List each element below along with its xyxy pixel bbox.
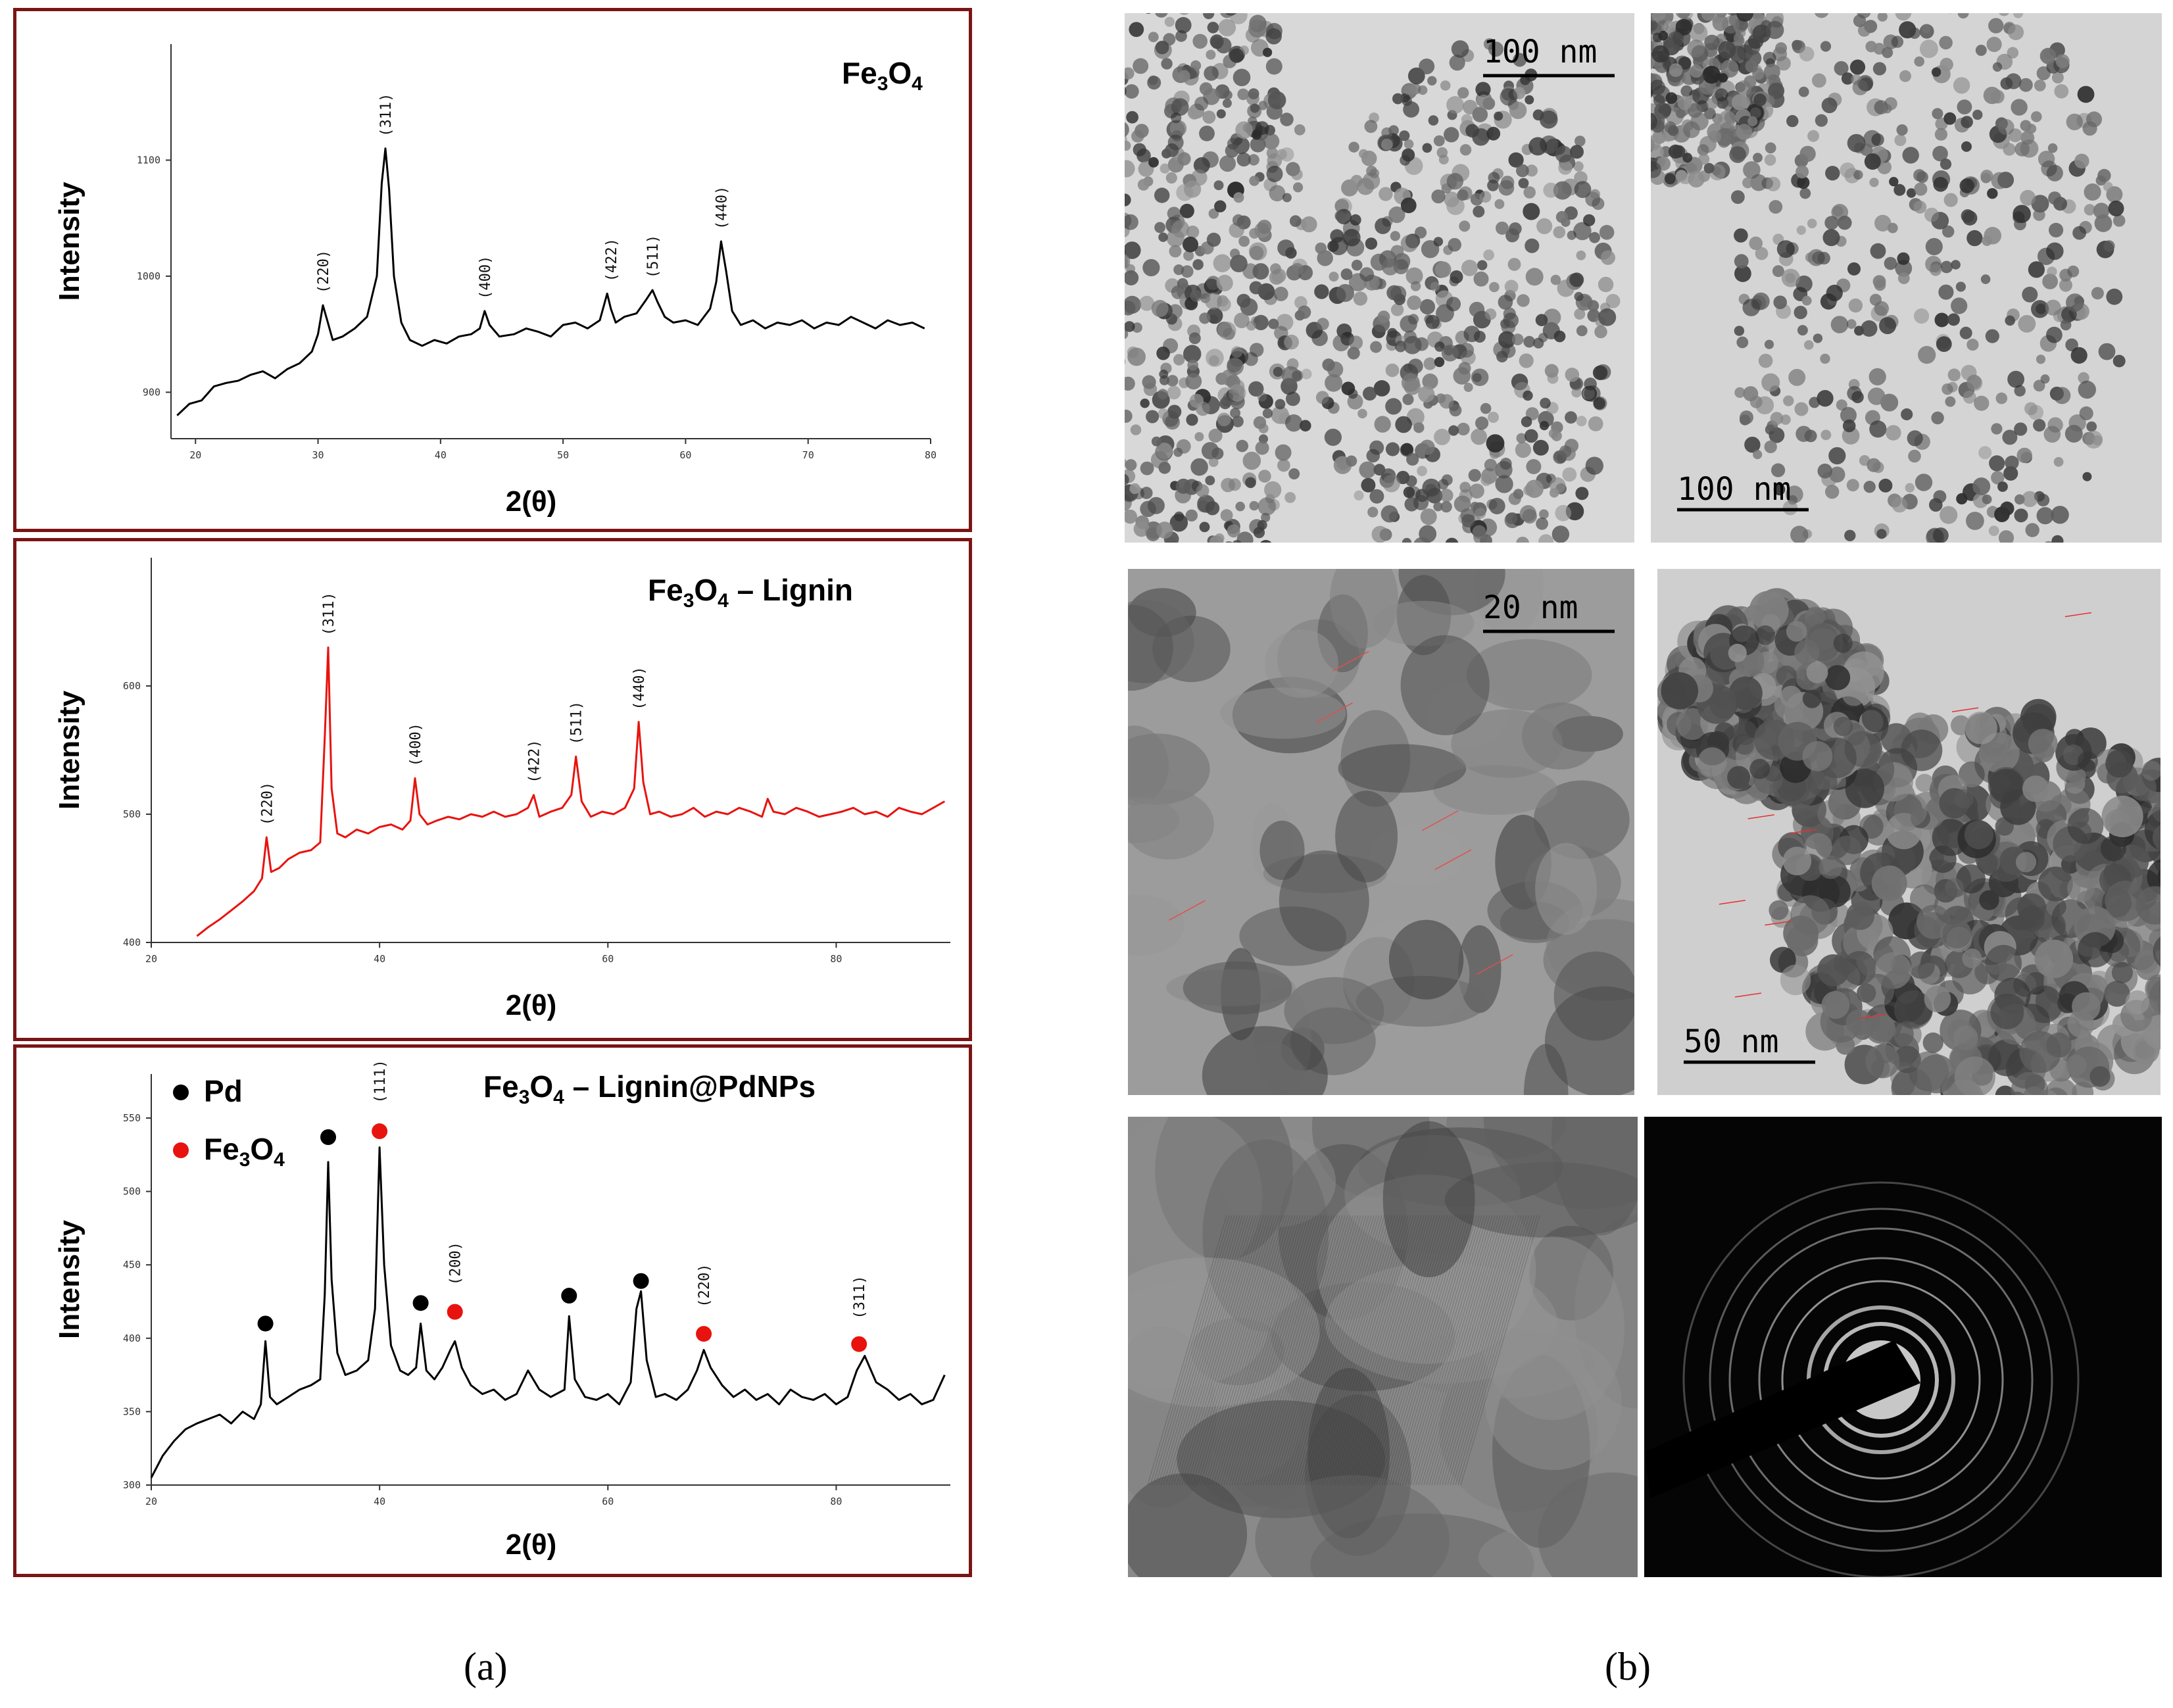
y-tick-label: 600 [123,680,141,692]
x-tick-label: 40 [374,1496,385,1507]
peak-label: (220) [316,250,332,293]
y-axis-label: Intensity [53,182,85,301]
peak-label: (422) [604,238,620,281]
chart-title: Fe3O4 – Lignin@PdNPs [483,1069,816,1108]
pd-marker [412,1295,429,1311]
x-tick-label: 60 [679,449,691,461]
legend-label: Fe3O4 [204,1132,285,1171]
peak-label: (400) [408,723,424,766]
xrd-panel-fe3o4-lignin-pdnps: 20 40 60 80 300 350 400 450 500 550 2(θ) Intensity F… [13,1044,972,1577]
peak-label: (440) [714,186,730,230]
fe3o4-marker [696,1326,712,1342]
tem-image-2: 100 nm [1651,13,2162,543]
peak-label: (220) [259,782,276,825]
pd-marker [257,1315,274,1332]
fe3o4-marker [851,1336,867,1352]
legend-marker [173,1142,189,1158]
x-tick-label: 30 [312,449,324,461]
legend-marker [173,1085,189,1100]
series-line [176,147,925,416]
scale-bar-label: 50 nm [1684,1023,1779,1060]
x-tick-label: 80 [925,449,937,461]
tem-texture [1125,13,1621,543]
series-line [196,647,946,937]
xrd-chart-fe3o4: 20 30 40 50 60 70 80 900 1000 1100 2(θ) Intensity Fe… [53,44,937,518]
y-tick-label: 550 [123,1112,141,1124]
peak-label: (111) [372,1060,389,1103]
beam-stop [1644,1340,1920,1498]
scale-bar-label: 100 nm [1483,34,1597,70]
figure-label-b: (b) [1605,1645,1651,1688]
peak-label: (400) [477,256,494,299]
pd-marker [633,1273,649,1289]
xrd-panel-fe3o4-lignin: 20 40 60 80 400 500 600 2(θ) Intensity Fe3O4 – Li… [13,538,972,1041]
x-tick-label: 20 [145,1496,157,1507]
legend-label: Pd [204,1074,243,1108]
xrd-panel-fe3o4: 20 30 40 50 60 70 80 900 1000 1100 2(θ) Intensity Fe… [13,8,972,532]
chart-title: Fe3O4 – Lignin [648,573,853,612]
pd-marker [561,1288,577,1304]
x-tick-label: 40 [374,953,385,965]
x-tick-label: 50 [557,449,569,461]
peak-label: (220) [696,1264,713,1307]
x-tick-label: 70 [802,449,814,461]
xrd-chart-fe3o4-lignin-pdnps: 20 40 60 80 300 350 400 450 500 550 2(θ) Intensity F… [53,1060,950,1561]
pd-marker [320,1129,337,1145]
y-tick-label: 1000 [137,270,160,282]
tem-texture [1644,1181,2080,1577]
tem-texture [1128,1117,1638,1577]
y-tick-label: 500 [123,1186,141,1198]
x-tick-label: 80 [830,953,842,965]
x-tick-label: 80 [830,1496,842,1507]
x-tick-label: 40 [435,449,447,461]
x-tick-label: 60 [602,1496,614,1507]
peak-label: (511) [569,701,585,744]
scale-bar-label: 100 nm [1677,471,1791,508]
x-tick-label: 20 [189,449,201,461]
x-axis-label: 2(θ) [506,485,557,518]
y-axis-label: Intensity [53,691,85,810]
peak-label: (422) [526,740,543,783]
tem-image-6 [1644,1117,2162,1577]
peak-label: (200) [448,1242,464,1285]
tem-texture [1657,588,2161,1095]
xrd-chart-fe3o4-lignin: 20 40 60 80 400 500 600 2(θ) Intensity Fe3O4 – Li… [53,558,950,1021]
tem-texture [1651,13,2126,543]
tem-image-3: 20 nm [1128,569,1634,1095]
fe3o4-marker [372,1123,388,1140]
y-axis-label: Intensity [53,1220,85,1339]
peak-label: (311) [378,93,395,137]
x-axis-label: 2(θ) [506,1528,557,1561]
peak-label: (311) [321,592,337,635]
tem-image-1: 100 nm [1125,13,1634,543]
scale-bar-label: 20 nm [1483,589,1578,626]
x-tick-label: 60 [602,953,614,965]
chart-title: Fe3O4 [842,56,923,95]
peak-label: (511) [645,235,662,278]
y-tick-label: 500 [123,808,141,820]
peak-label: (440) [631,666,648,710]
tem-image-4: 50 nm [1657,569,2161,1095]
y-tick-label: 400 [123,937,141,948]
x-axis-label: 2(θ) [506,989,557,1021]
tem-texture [1128,569,1634,1095]
y-tick-label: 900 [143,386,160,398]
series-line [150,1146,946,1478]
x-tick-label: 20 [145,953,157,965]
y-tick-label: 450 [123,1259,141,1271]
y-tick-label: 300 [123,1479,141,1491]
tem-image-5 [1128,1117,1638,1577]
peak-label: (311) [852,1275,868,1319]
y-tick-label: 350 [123,1405,141,1417]
y-tick-label: 400 [123,1332,141,1344]
figure-label-a: (a) [464,1645,508,1688]
fe3o4-marker [447,1304,463,1320]
y-tick-label: 1100 [137,154,160,166]
